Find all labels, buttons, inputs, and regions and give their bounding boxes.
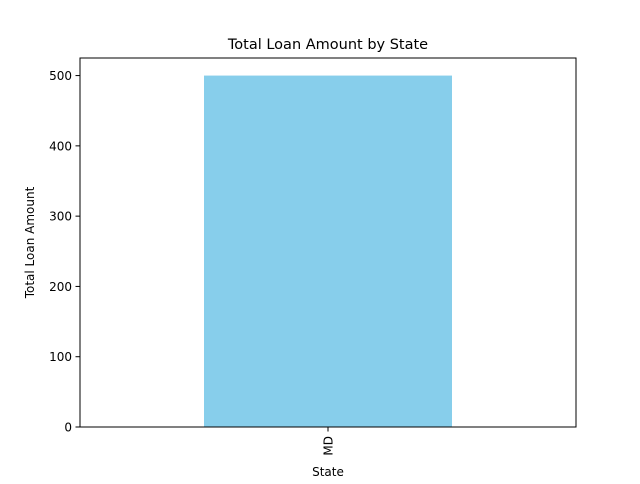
y-tick-label: 500 bbox=[49, 69, 72, 83]
bar-md bbox=[204, 75, 452, 428]
y-tick-label: 100 bbox=[49, 350, 72, 364]
y-tick-label: 400 bbox=[49, 139, 72, 153]
chart-title: Total Loan Amount by State bbox=[227, 37, 428, 53]
y-tick-label: 200 bbox=[49, 280, 72, 294]
y-tick-label: 300 bbox=[49, 210, 72, 224]
x-axis-label: State bbox=[312, 465, 344, 479]
x-tick-label: MD bbox=[322, 436, 336, 456]
plot-frame bbox=[79, 57, 577, 428]
y-tick-label: 0 bbox=[64, 421, 72, 435]
y-axis-label: Total Loan Amount bbox=[23, 186, 37, 299]
y-axis: 0 100 200 300 400 500 bbox=[49, 69, 80, 435]
x-axis: MD bbox=[322, 427, 336, 456]
bars-group bbox=[204, 75, 452, 428]
